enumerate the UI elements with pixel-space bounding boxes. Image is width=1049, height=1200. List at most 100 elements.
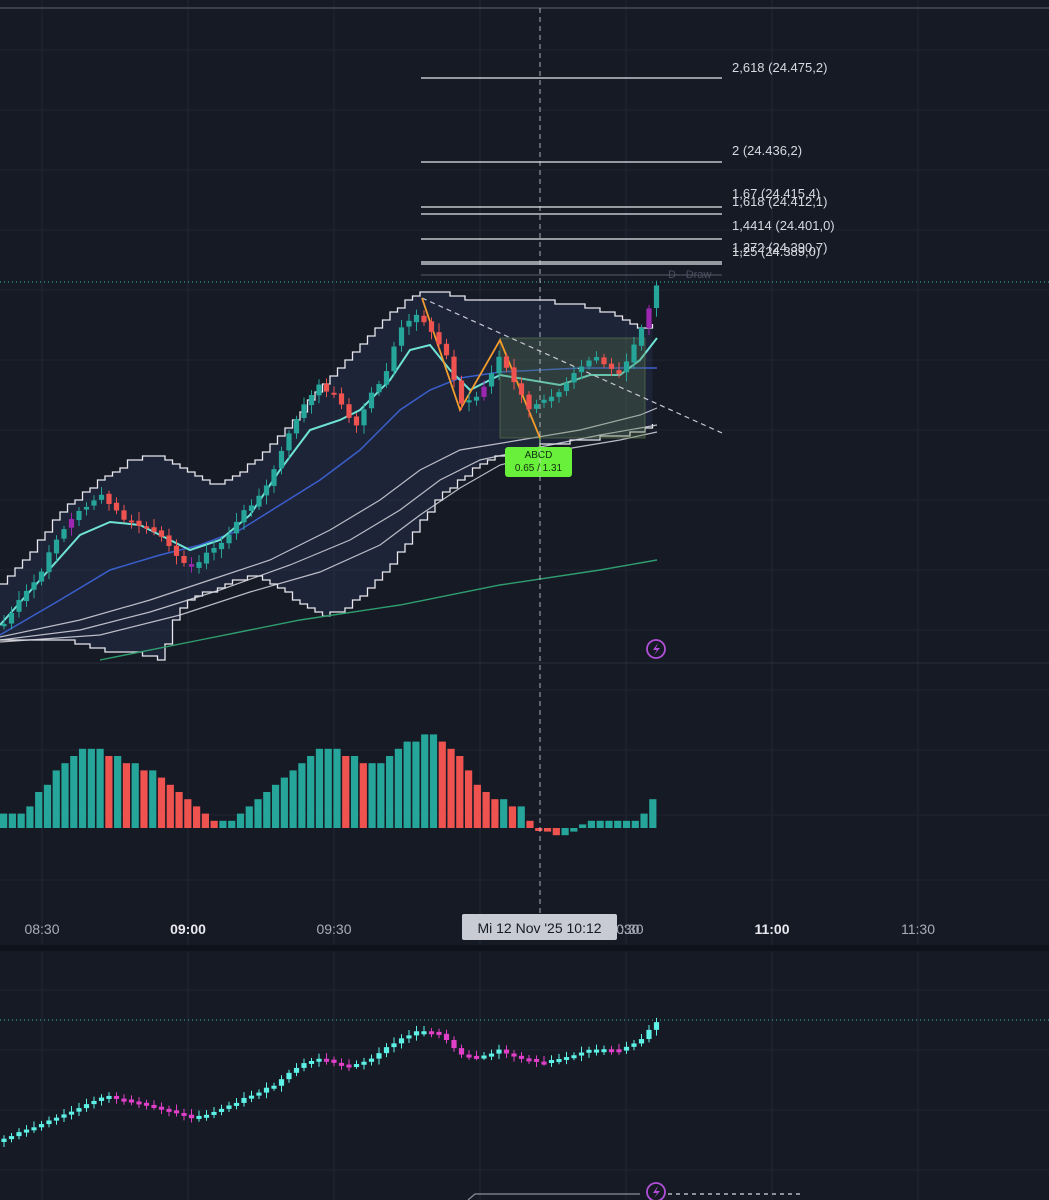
histogram-bar <box>473 784 481 828</box>
lower-pane-marker <box>467 1193 640 1200</box>
histogram-bar <box>131 763 139 828</box>
candle-body <box>323 383 330 392</box>
candle-body <box>1 623 7 627</box>
histogram-bar <box>517 806 525 828</box>
candle-body <box>83 506 90 510</box>
lower-candle-body <box>428 1031 435 1035</box>
lower-candle-body <box>143 1102 150 1106</box>
fib-label-0: 2,618 (24.475,2) <box>732 60 827 75</box>
crosshair-time-box <box>462 914 617 940</box>
candle-body <box>391 346 397 372</box>
lower-candle-body <box>586 1049 592 1053</box>
candle-body <box>98 494 105 500</box>
lower-candle-body <box>128 1099 135 1103</box>
histogram-bar <box>114 756 122 828</box>
histogram-bar <box>482 792 490 828</box>
candle-body <box>353 416 360 426</box>
candle-body <box>376 384 382 393</box>
alert-bolt-icon <box>646 1182 666 1200</box>
candle-body <box>488 373 495 387</box>
long-moving-average <box>99 559 658 661</box>
candle-body <box>136 520 142 526</box>
histogram-bar <box>464 770 473 828</box>
histogram-bar <box>377 763 385 828</box>
candle-body <box>428 321 435 332</box>
histogram-bar <box>535 828 543 831</box>
histogram-bar <box>219 820 227 828</box>
lower-candle-body <box>218 1108 225 1112</box>
candle-body <box>46 552 52 573</box>
candle-body <box>338 393 345 405</box>
histogram-bar <box>175 792 183 828</box>
lower-candle-body <box>226 1105 232 1109</box>
candle-body <box>241 510 247 523</box>
histogram-bar <box>579 824 587 828</box>
histogram-bar <box>122 763 131 828</box>
candle-body <box>653 285 660 309</box>
lower-candle-body <box>121 1098 127 1102</box>
histogram-bar <box>236 813 245 828</box>
candle-body <box>458 380 465 404</box>
lower-candle-body <box>646 1029 652 1040</box>
histogram-bar <box>368 763 376 828</box>
candle-body <box>548 396 555 402</box>
candle-body <box>233 521 240 534</box>
lower-candle-body <box>98 1097 105 1101</box>
alert-bolt-glyph <box>653 1186 660 1198</box>
histogram-bar <box>429 734 438 828</box>
fib-label-3: 1,618 (24.412,1) <box>732 194 827 209</box>
histogram-bar <box>70 756 78 828</box>
time-tick-1030: 10:30 <box>608 921 643 937</box>
histogram-bar <box>254 799 262 828</box>
candle-body <box>346 404 352 418</box>
lower-candle-body <box>113 1095 120 1099</box>
faded-draw-label: D - Draw <box>668 269 711 281</box>
lower-candle-body <box>256 1092 262 1096</box>
lower-candle-body <box>263 1087 270 1093</box>
time-axis: 08:30 09:00 09:30 10:30 11:00 11:30 <box>24 921 935 937</box>
lower-candle-body <box>46 1120 52 1125</box>
lower-candle-body <box>241 1097 247 1103</box>
histogram-bar <box>640 813 648 828</box>
histogram-bar <box>228 820 236 828</box>
candle-body <box>8 612 15 624</box>
lower-candle-body <box>53 1117 60 1121</box>
histogram-bar <box>87 748 95 828</box>
candle-body <box>211 547 217 553</box>
candle-body <box>91 500 97 506</box>
histogram-bar <box>587 820 596 828</box>
candle-body <box>368 392 375 409</box>
histogram-bar <box>403 741 411 828</box>
lower-candle-body <box>1 1138 7 1142</box>
candle-body <box>151 527 157 532</box>
histogram-bar <box>52 770 60 828</box>
lower-candle-body <box>391 1043 397 1048</box>
candle-body <box>518 383 525 395</box>
candle-body <box>413 314 420 323</box>
histogram-bar <box>298 763 306 828</box>
alert-bolt-icon <box>646 639 666 659</box>
lower-candle-body <box>443 1033 450 1041</box>
candle-body <box>196 562 202 568</box>
histogram-bar <box>570 828 578 832</box>
lower-candle-body <box>233 1102 240 1106</box>
histogram-bar <box>622 820 631 828</box>
candle-body <box>586 360 592 367</box>
lower-candle-body <box>136 1101 142 1105</box>
histogram-bar <box>201 813 209 828</box>
histogram-bar <box>263 792 271 828</box>
histogram-bar <box>0 813 8 828</box>
lower-candle-body <box>203 1114 210 1118</box>
candle-body <box>406 320 412 327</box>
histogram-bar <box>140 770 148 828</box>
histogram-bar <box>193 806 201 828</box>
lower-candle-body <box>533 1058 540 1062</box>
wma-line-2 <box>0 424 658 641</box>
histogram-bar <box>491 799 499 828</box>
histogram-bar <box>61 763 69 828</box>
lower-candle-body <box>23 1129 30 1133</box>
histogram-bar <box>324 748 332 828</box>
candle-body <box>631 344 637 363</box>
